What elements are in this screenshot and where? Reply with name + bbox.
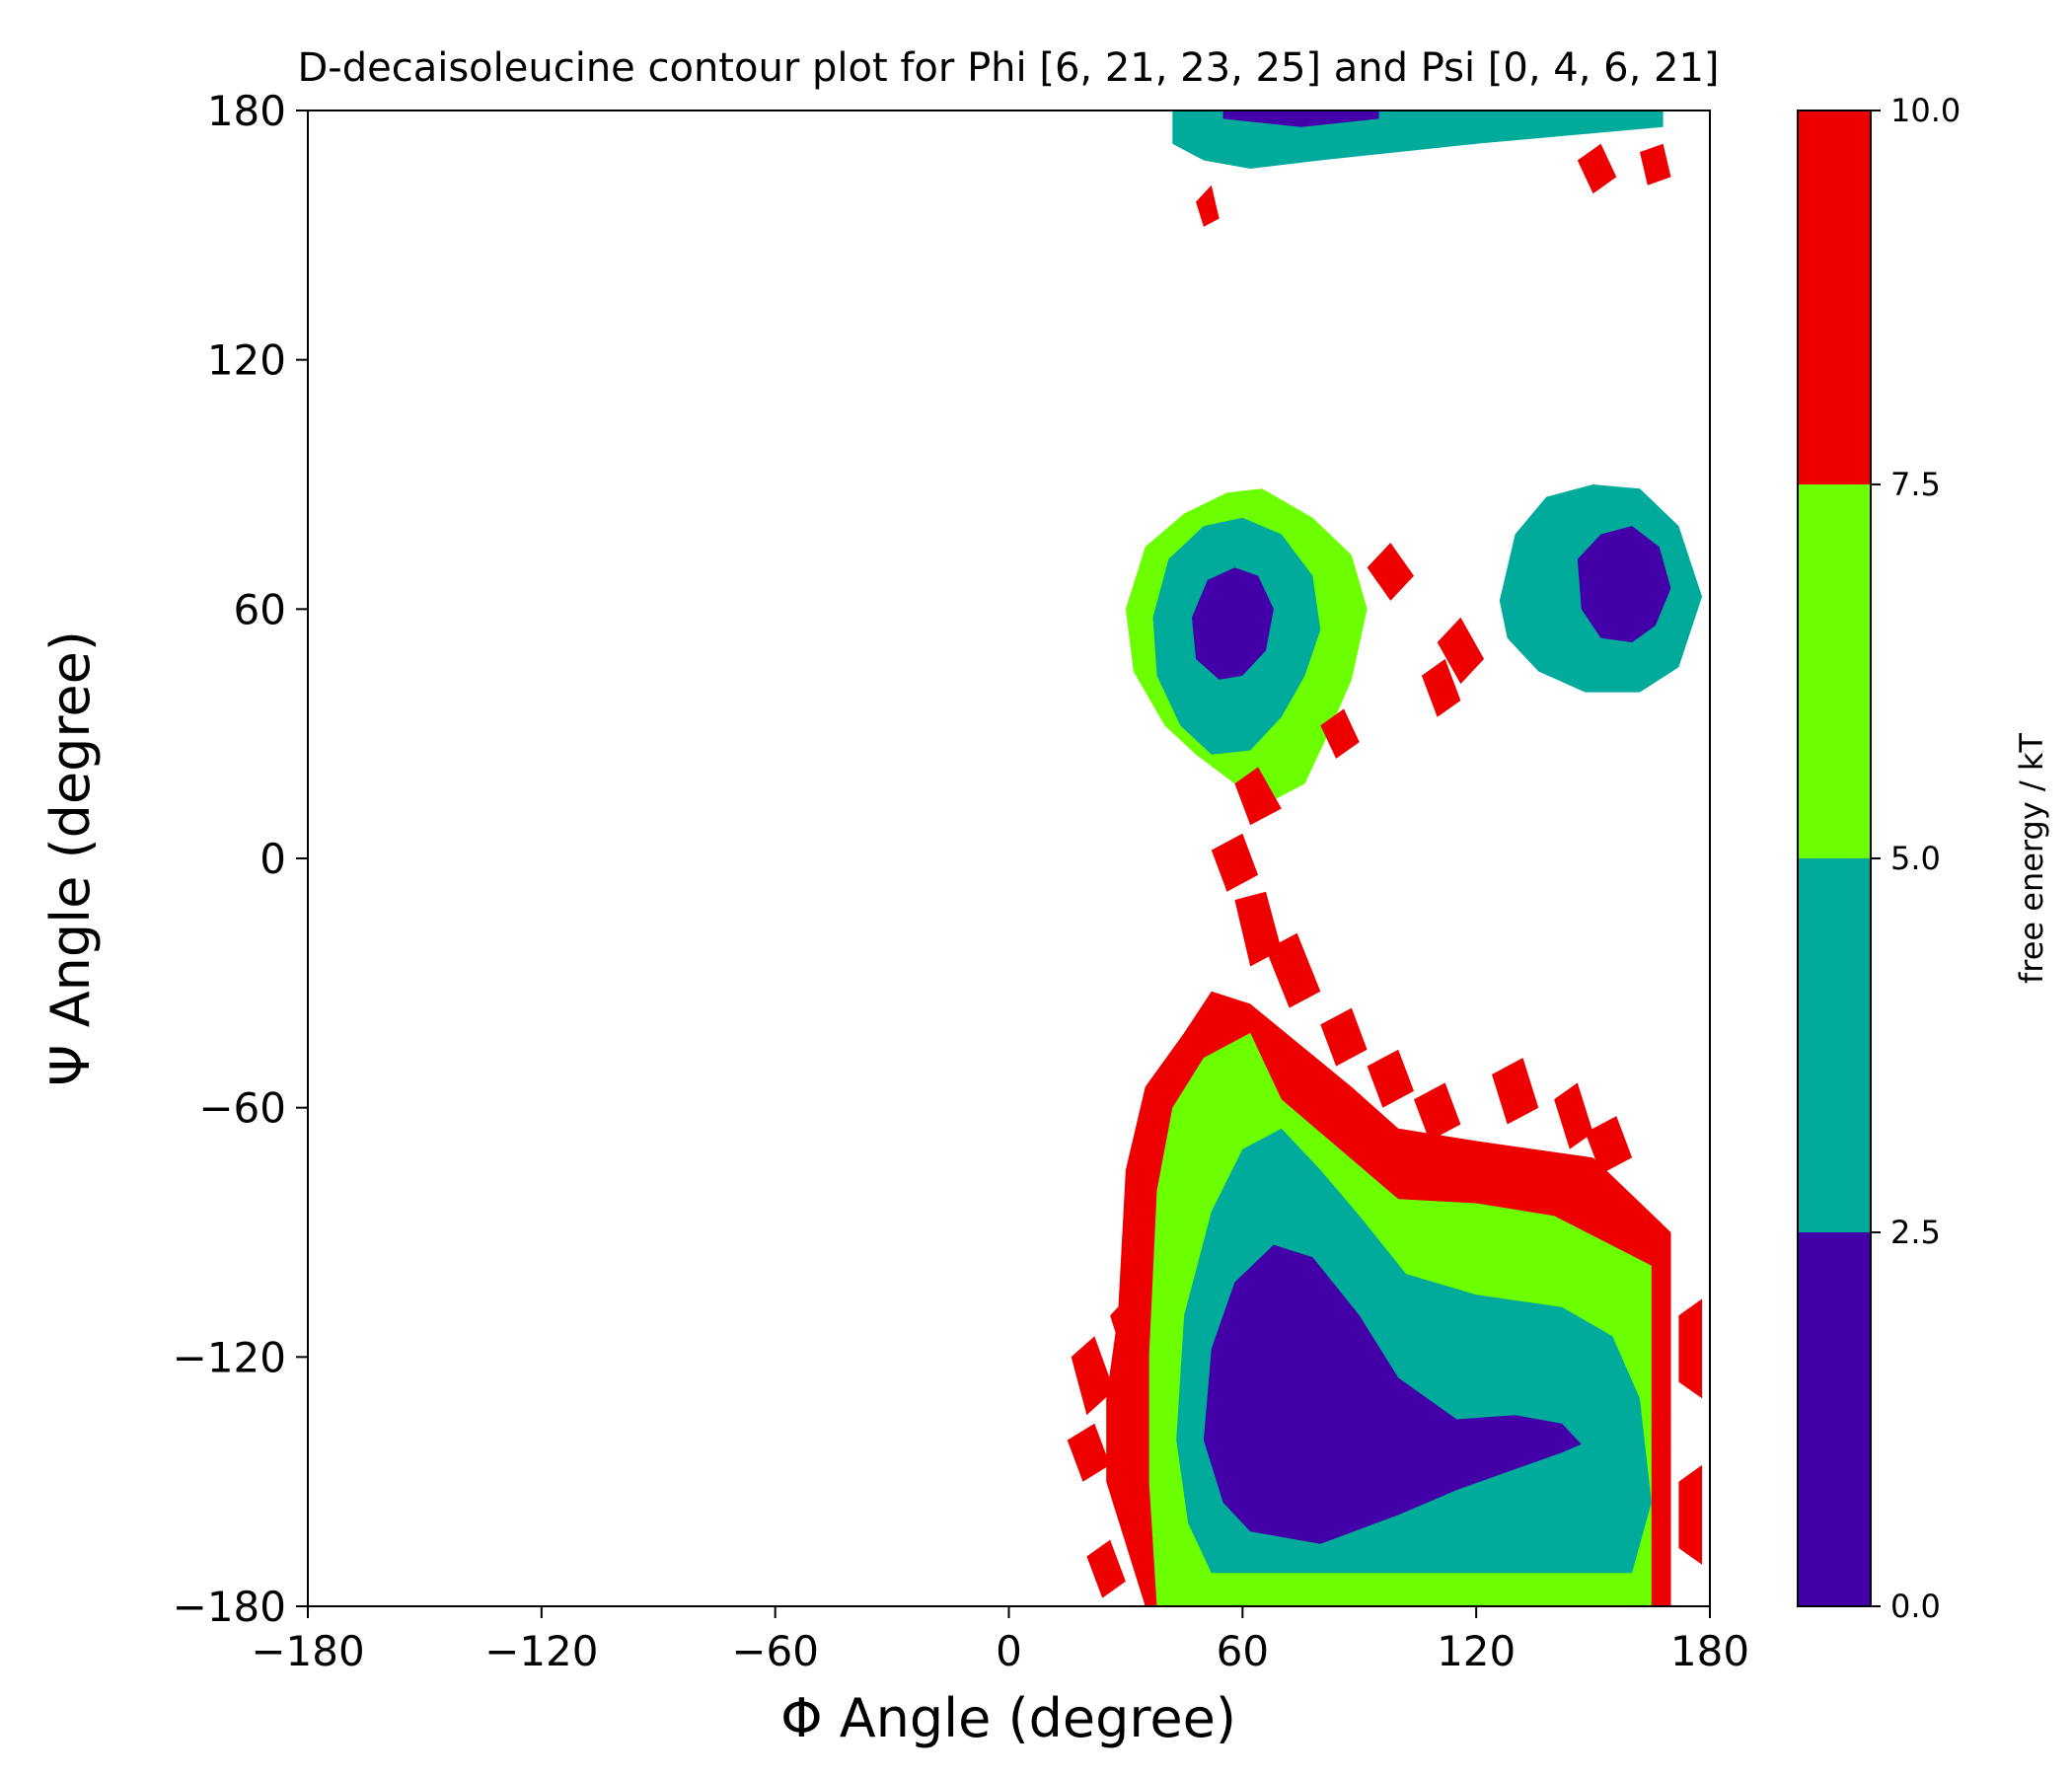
high-energy-fragment-8 [1266,932,1321,1008]
chart-title: D-decaisoleucine contour plot for Phi [6… [297,45,1719,91]
x-axis: −180 −120 −60 0 60 120 180 [251,1606,1749,1675]
high-energy-fragment-18 [1110,1291,1149,1366]
y-tick-label: −60 [198,1084,286,1133]
basin-4-contour-2 [1222,111,1379,127]
colorbar: 0.0 2.5 5.0 7.5 10.0 [1797,92,1961,1625]
x-tick-label: 60 [1217,1627,1269,1675]
high-energy-fragment-4 [1421,658,1461,717]
x-tick-label: −60 [731,1627,819,1675]
high-energy-fragment-14 [1585,1116,1633,1174]
y-axis-label: Ψ Angle (degree) [39,630,102,1086]
high-energy-fragment-5 [1234,767,1282,826]
y-tick-label: 120 [207,336,286,385]
high-energy-fragment-1 [1320,708,1360,759]
basin-3-contour-2 [1577,526,1671,642]
colorbar-tick-label: 7.5 [1890,466,1941,503]
colorbar-tick-label: 2.5 [1890,1214,1941,1251]
high-energy-fragment-17 [1086,1539,1126,1598]
high-energy-fragment-2 [1367,543,1414,601]
y-tick-label: −180 [173,1583,286,1631]
high-energy-fragment-20 [1678,1464,1703,1565]
y-tick-label: 0 [259,835,286,883]
colorbar-label: free energy / kT [2013,733,2050,984]
y-tick-label: 180 [207,87,286,135]
high-energy-fragment-16 [1067,1423,1111,1482]
basin-2-contour-3 [1192,567,1274,680]
high-energy-fragment-6 [1211,833,1259,892]
x-axis-label: Φ Angle (degree) [780,1687,1236,1749]
y-tick-label: −120 [173,1333,286,1381]
contour-regions [1067,111,1703,1606]
colorbar-band-1 [1798,1232,1871,1606]
colorbar-tick-label: 5.0 [1890,840,1941,877]
x-tick-label: 180 [1670,1627,1749,1675]
y-axis: −180 −120 −60 0 60 120 180 [173,87,308,1631]
high-energy-fragment-23 [1640,143,1671,185]
colorbar-band-4 [1798,111,1871,484]
high-energy-fragment-3 [1437,617,1485,685]
high-energy-fragment-22 [1577,143,1617,194]
high-energy-fragment-13 [1554,1082,1593,1149]
y-tick-label: 60 [234,585,286,633]
high-energy-fragment-10 [1367,1049,1414,1108]
high-energy-fragment-9 [1320,1007,1368,1067]
high-energy-fragment-19 [1678,1298,1703,1399]
colorbar-band-2 [1798,858,1871,1232]
x-tick-label: −120 [484,1627,598,1675]
basin-1-contour-4 [1203,1244,1582,1544]
x-tick-label: −180 [251,1627,364,1675]
x-tick-label: 0 [996,1627,1022,1675]
high-energy-fragment-12 [1492,1058,1539,1125]
high-energy-fragment-15 [1071,1336,1115,1416]
high-energy-fragment-21 [1196,185,1220,227]
high-energy-fragment-11 [1414,1082,1461,1142]
colorbar-band-3 [1798,484,1871,858]
colorbar-tick-label: 0.0 [1890,1588,1941,1625]
x-tick-label: 120 [1437,1627,1516,1675]
colorbar-tick-label: 10.0 [1890,92,1961,129]
